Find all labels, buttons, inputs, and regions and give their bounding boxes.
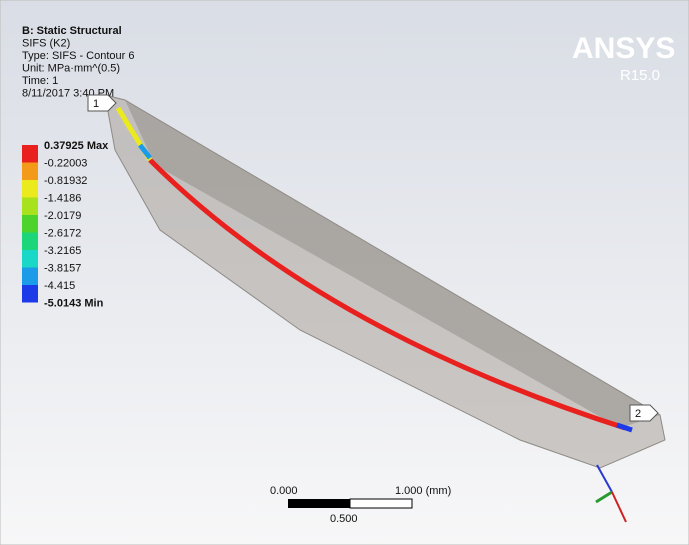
legend-swatch xyxy=(22,163,38,181)
legend-label: -3.2165 xyxy=(44,245,81,257)
legend-label: -0.81932 xyxy=(44,175,87,187)
scale-label: 0.000 xyxy=(270,485,298,497)
legend-label: -2.0179 xyxy=(44,210,81,222)
legend-label: -4.415 xyxy=(44,280,75,292)
legend-label: -2.6172 xyxy=(44,228,81,240)
legend-swatch xyxy=(22,215,38,233)
legend-swatch xyxy=(22,198,38,216)
legend-swatch xyxy=(22,233,38,251)
header-line: Unit: MPa·mm^(0.5) xyxy=(22,63,120,75)
marker-label: 1 xyxy=(93,98,99,110)
legend-label: -5.0143 Min xyxy=(44,298,104,310)
logo-brand: ANSYS xyxy=(572,32,675,65)
legend-label: -3.8157 xyxy=(44,263,81,275)
viewport: B: Static StructuralSIFS (K2)Type: SIFS … xyxy=(0,0,689,545)
legend-swatch xyxy=(22,145,38,163)
logo-version: R15.0 xyxy=(620,67,660,84)
header-line: SIFS (K2) xyxy=(22,38,70,50)
legend-swatch xyxy=(22,180,38,198)
marker-label: 2 xyxy=(635,408,641,420)
legend-label: 0.37925 Max xyxy=(44,140,109,152)
header-line: Time: 1 xyxy=(22,75,58,87)
legend-swatch xyxy=(22,250,38,268)
header-line: B: Static Structural xyxy=(22,25,122,37)
legend-label: -0.22003 xyxy=(44,158,87,170)
legend-label: -1.4186 xyxy=(44,193,81,205)
legend-swatch xyxy=(22,268,38,286)
scale-label: 1.000 (mm) xyxy=(395,485,451,497)
legend-swatch xyxy=(22,285,38,303)
scale-label: 0.500 xyxy=(330,513,358,525)
header-line: Type: SIFS - Contour 6 xyxy=(22,50,135,62)
